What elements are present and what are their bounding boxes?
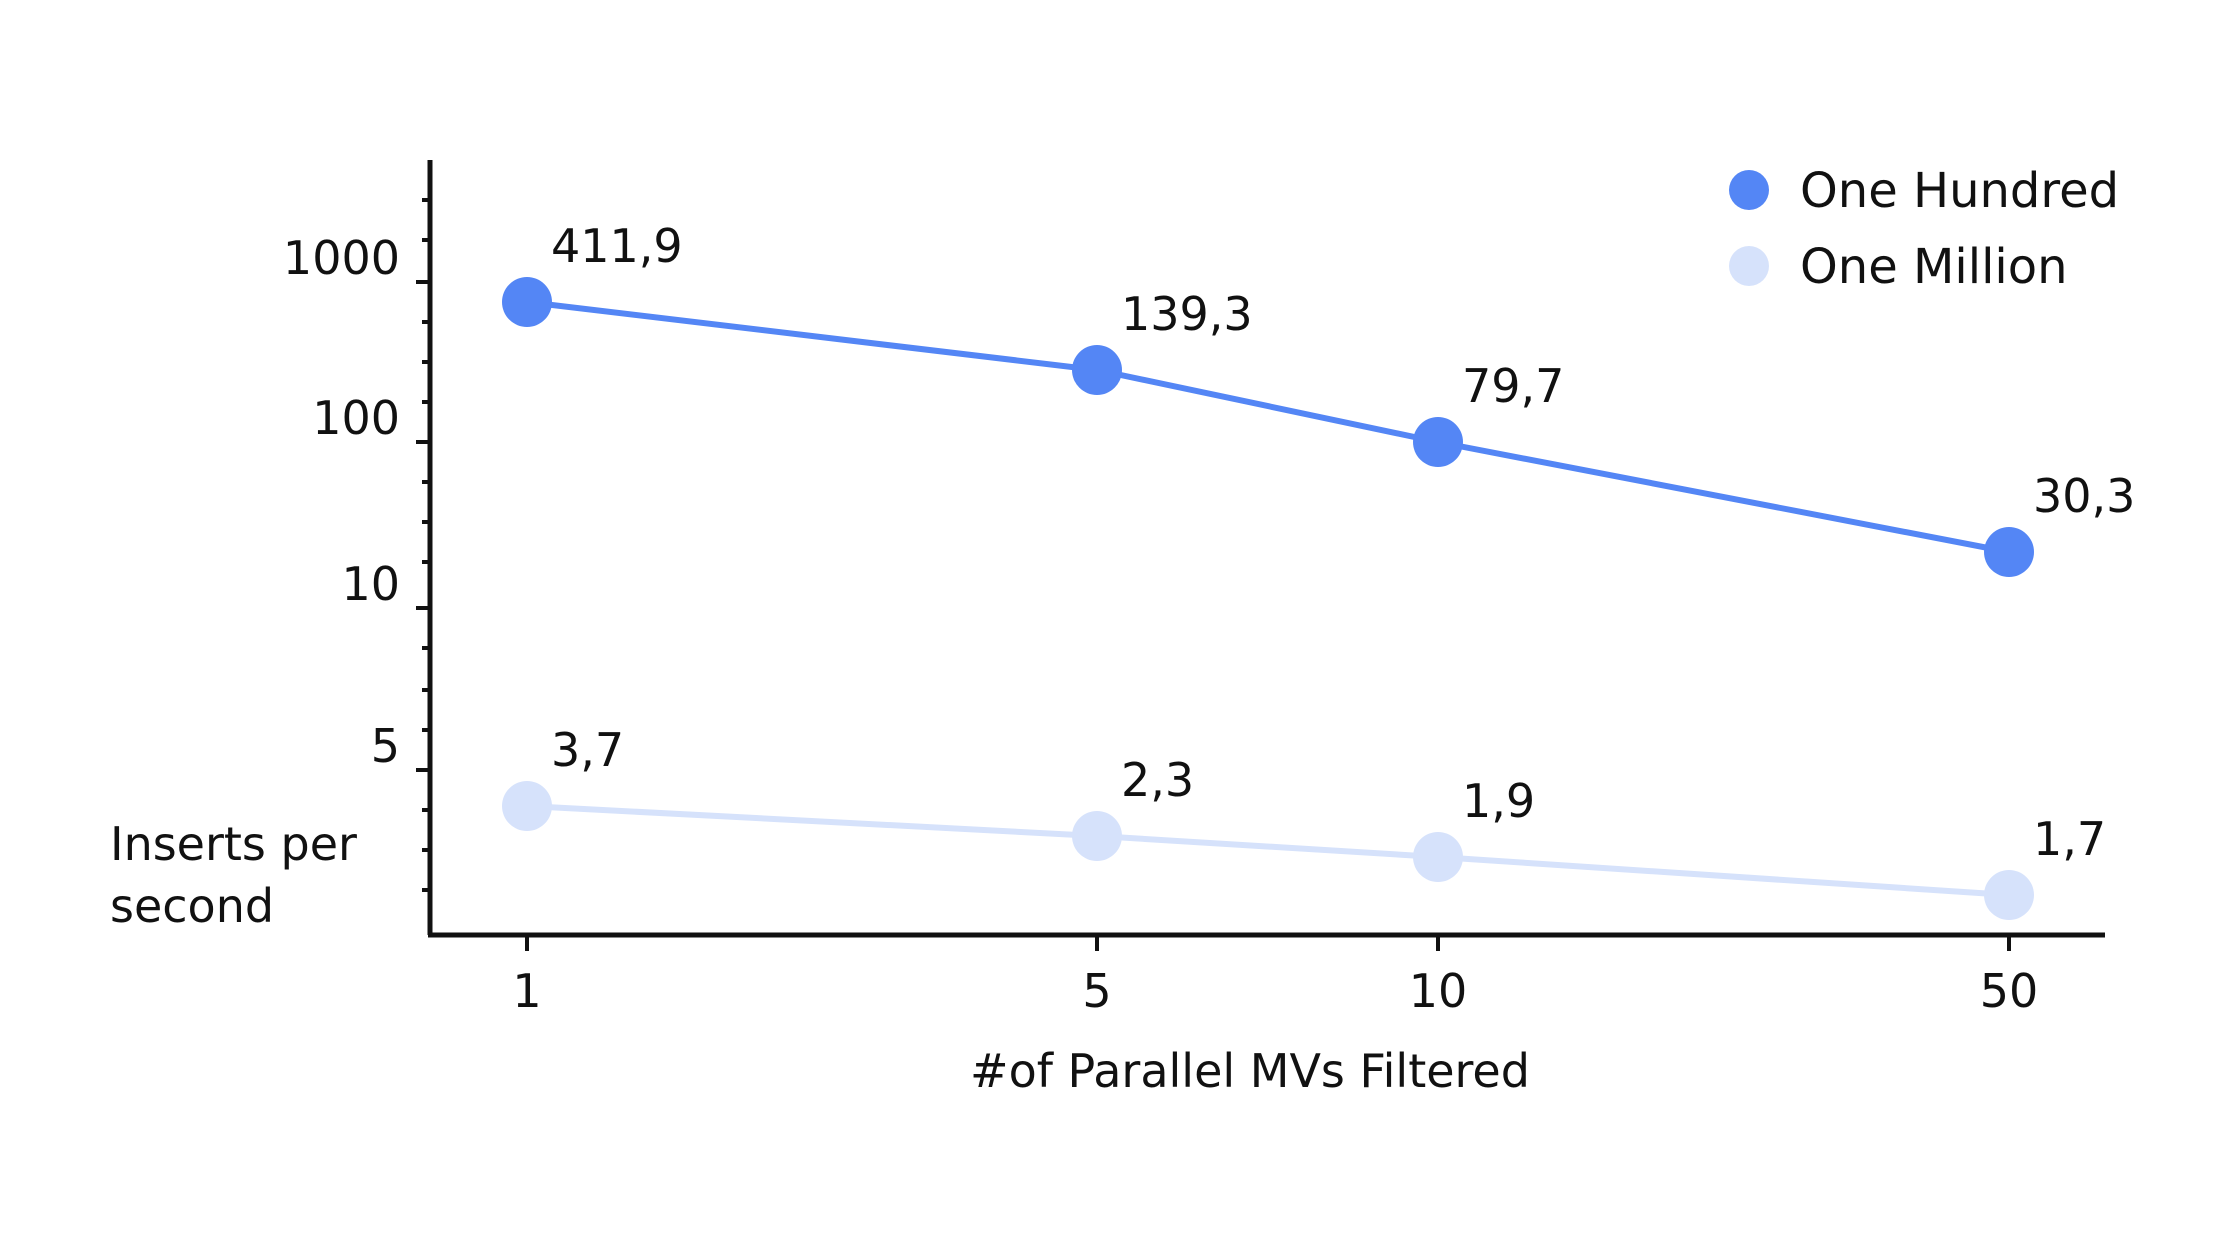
legend-marker (1729, 170, 1769, 210)
y-axis-title-line-1: Inserts per (110, 817, 357, 871)
data-point (1072, 811, 1122, 861)
y-axis-title-line-2: second (110, 879, 274, 933)
y-tick-label: 5 (371, 719, 400, 773)
series-line (526, 803, 2010, 898)
data-point (1984, 527, 2034, 577)
legend: One Hundred One Million (1729, 163, 2119, 295)
data-point (1413, 832, 1463, 882)
data-label: 1,9 (1462, 774, 1535, 828)
x-axis-ticks: 1 5 10 50 (512, 935, 2038, 1018)
data-label: 30,3 (2033, 469, 2135, 523)
data-label: 3,7 (551, 723, 624, 777)
x-tick-label: 10 (1409, 964, 1468, 1018)
data-point (1072, 345, 1122, 395)
series-one-million: 3,7 2,3 1,9 1,7 (502, 723, 2106, 920)
x-tick-label: 1 (512, 964, 541, 1018)
series-line (526, 299, 2010, 555)
data-point (1984, 870, 2034, 920)
legend-label: One Hundred (1800, 163, 2119, 219)
x-axis-title: #of Parallel MVs Filtered (970, 1044, 1530, 1098)
data-label: 1,7 (2033, 812, 2106, 866)
y-tick-label: 1000 (283, 231, 400, 285)
y-tick-label: 10 (341, 557, 400, 611)
data-label: 2,3 (1121, 753, 1194, 807)
legend-marker (1729, 246, 1769, 286)
series-layer: 411,9 139,3 79,7 30,3 3,7 2,3 1,9 1,7 (502, 219, 2135, 920)
x-tick-label: 50 (1980, 964, 2039, 1018)
data-label: 79,7 (1462, 359, 1564, 413)
axes (427, 160, 2105, 938)
data-label: 411,9 (551, 219, 683, 273)
y-axis-ticks: 1000 100 10 5 (283, 198, 430, 892)
data-point (502, 277, 552, 327)
series-one-hundred: 411,9 139,3 79,7 30,3 (502, 219, 2135, 577)
data-label: 139,3 (1121, 287, 1253, 341)
legend-label: One Million (1800, 239, 2068, 295)
data-point (502, 781, 552, 831)
legend-item: One Hundred (1729, 163, 2119, 219)
x-tick-label: 5 (1082, 964, 1111, 1018)
legend-item: One Million (1729, 239, 2068, 295)
data-point (1413, 417, 1463, 467)
y-tick-label: 100 (312, 391, 400, 445)
